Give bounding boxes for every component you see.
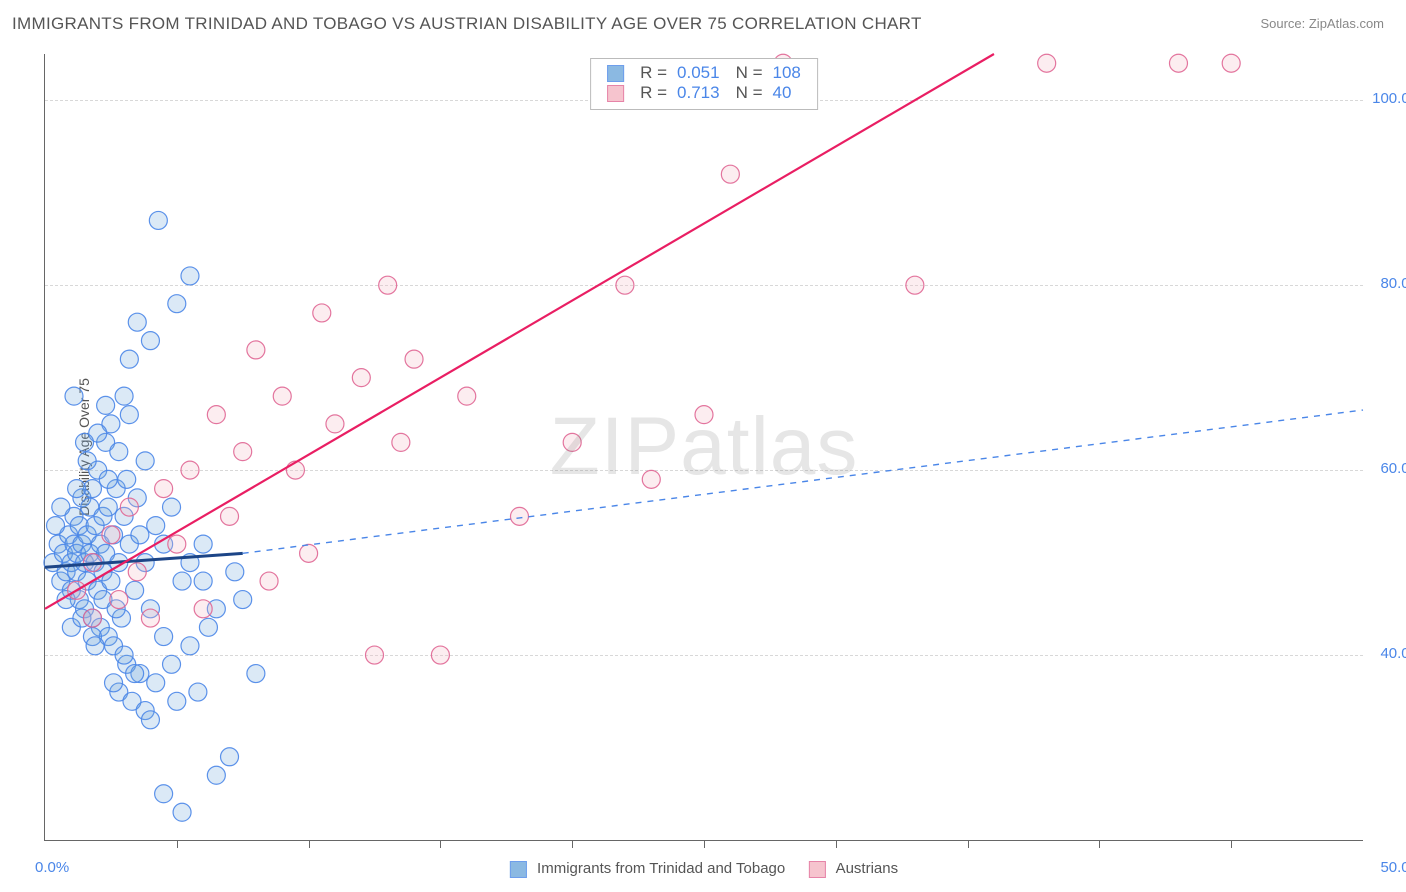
- legend-item-1: Immigrants from Trinidad and Tobago: [510, 860, 785, 878]
- y-axis-label: 100.0%: [1368, 90, 1406, 107]
- correlation-legend: R =0.051 N =108 R =0.713 N =40: [590, 58, 818, 110]
- x-axis-max-label: 50.0%: [1368, 859, 1406, 876]
- legend-swatch-icon: [809, 861, 826, 878]
- legend-row-2: R =0.713 N =40: [607, 83, 801, 103]
- scatter-plot: [45, 54, 1363, 840]
- chart-title: IMMIGRANTS FROM TRINIDAD AND TOBAGO VS A…: [12, 14, 922, 34]
- y-axis-label: 40.0%: [1368, 645, 1406, 662]
- legend-swatch-1: [607, 65, 624, 82]
- legend-swatch-icon: [510, 861, 527, 878]
- chart-area: Disability Age Over 75 40.0%60.0%80.0%10…: [44, 54, 1363, 841]
- legend-row-1: R =0.051 N =108: [607, 63, 801, 83]
- source-attribution: Source: ZipAtlas.com: [1260, 16, 1384, 31]
- legend-item-2: Austrians: [809, 860, 898, 878]
- series-legend: Immigrants from Trinidad and Tobago Aust…: [510, 860, 898, 878]
- y-axis-label: 60.0%: [1368, 460, 1406, 477]
- x-axis-min-label: 0.0%: [35, 859, 69, 876]
- legend-swatch-2: [607, 85, 624, 102]
- y-axis-label: 80.0%: [1368, 275, 1406, 292]
